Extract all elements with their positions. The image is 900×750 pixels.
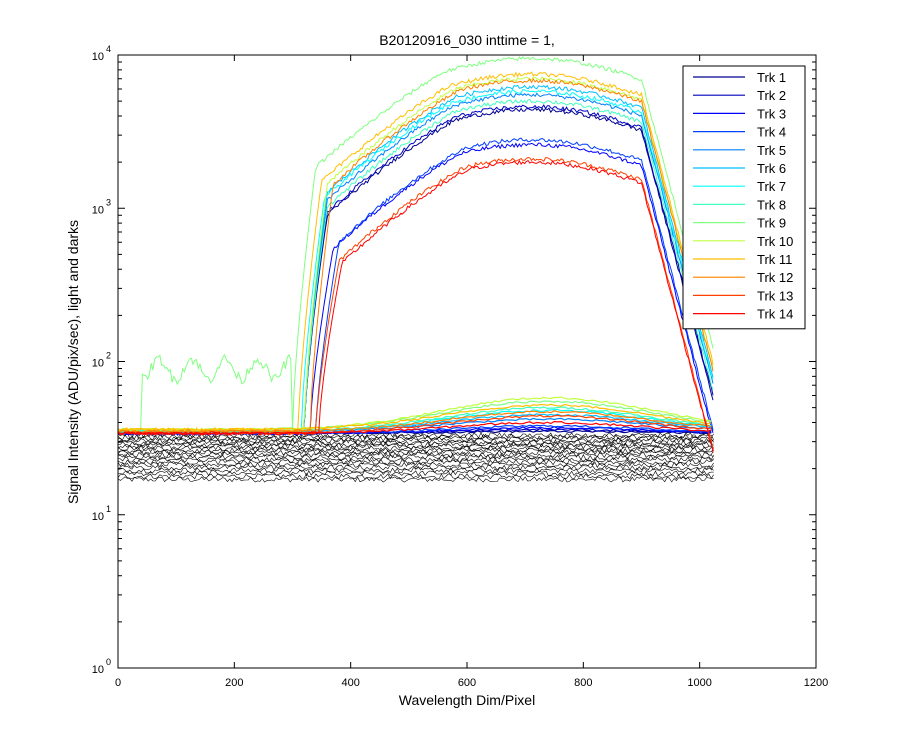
legend-label-8: Trk 8	[757, 197, 786, 212]
y-tick-exponent: 2	[106, 351, 111, 361]
y-tick-label: 10	[92, 51, 104, 63]
dark-frame-line	[118, 473, 714, 480]
legend-label-5: Trk 5	[757, 143, 786, 158]
dark-frame-line	[118, 461, 714, 469]
x-tick-label: 400	[341, 677, 359, 689]
legend-label-6: Trk 6	[757, 161, 786, 176]
x-tick-label: 0	[115, 677, 121, 689]
dark-frame-line	[118, 454, 714, 461]
legend-label-7: Trk 7	[757, 179, 786, 194]
y-tick-exponent: 1	[106, 504, 111, 514]
x-tick-label: 1000	[687, 677, 711, 689]
legend-label-2: Trk 2	[757, 88, 786, 103]
legend-label-10: Trk 10	[757, 234, 793, 249]
y-tick-exponent: 4	[106, 44, 111, 54]
x-tick-label: 800	[574, 677, 592, 689]
series-line-14	[118, 159, 714, 453]
dark-frame-line	[118, 451, 714, 459]
x-axis: 0 200 400 600 800 1000 1200	[115, 55, 828, 689]
legend-label-9: Trk 9	[757, 216, 786, 231]
legend-label-14: Trk 14	[757, 307, 793, 322]
series-line-12	[118, 77, 714, 434]
dark-frame-line	[118, 445, 714, 452]
legend-label-1: Trk 1	[757, 70, 786, 85]
legend-label-4: Trk 4	[757, 125, 786, 140]
y-tick-exponent: 3	[106, 197, 111, 207]
legend: Trk 1 Trk 2 Trk 3 Trk 4 Trk 5 Trk 6 Trk 7 Trk 8…	[682, 65, 806, 330]
series-dark-line-11	[118, 403, 712, 431]
dark-frame-line	[118, 449, 714, 456]
x-tick-label: 1200	[804, 677, 828, 689]
y-tick-label: 10	[92, 358, 104, 370]
dark-frame-line	[118, 437, 714, 444]
dark-frame-line	[118, 476, 714, 483]
legend-label-11: Trk 11	[757, 252, 792, 267]
y-tick-label: 10	[92, 664, 104, 676]
series-line-11	[118, 71, 714, 433]
x-tick-label: 600	[458, 677, 476, 689]
y-tick-label: 10	[92, 511, 104, 523]
dark-frame-line	[118, 467, 714, 474]
dark-frame-line	[118, 432, 714, 439]
series-line-9	[118, 56, 714, 432]
legend-box	[682, 65, 806, 330]
series-dark-line-14	[118, 420, 712, 435]
y-tick-label: 10	[92, 204, 104, 216]
dark-frame-line	[118, 441, 714, 448]
dark-frame-line	[118, 443, 714, 450]
y-tick-exponent: 0	[106, 657, 111, 667]
chart-title: B20120916_030 inttime = 1,	[379, 32, 555, 48]
x-tick-label: 200	[225, 677, 243, 689]
y-axis-label: Signal Intensity (ADU/pix/sec), light an…	[65, 220, 81, 504]
dark-frame-line	[118, 433, 714, 441]
dark-frame-line	[118, 459, 714, 466]
dark-frame-line	[118, 447, 714, 454]
legend-label-12: Trk 12	[757, 270, 793, 285]
legend-label-13: Trk 13	[757, 288, 793, 303]
legend-label-3: Trk 3	[757, 106, 786, 121]
dark-frame-line	[118, 470, 714, 477]
x-axis-label: Wavelength Dim/Pixel	[399, 692, 535, 708]
dark-frame-line	[118, 464, 714, 471]
series-dark-line-12	[118, 410, 712, 434]
